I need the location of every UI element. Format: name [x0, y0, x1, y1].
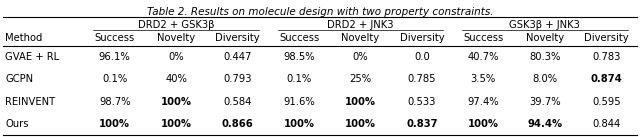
- Text: 0.874: 0.874: [591, 74, 622, 84]
- Text: 80.3%: 80.3%: [529, 52, 561, 62]
- Text: Method: Method: [5, 33, 42, 43]
- Text: 0.0: 0.0: [414, 52, 430, 62]
- Text: 0.1%: 0.1%: [102, 74, 127, 84]
- Text: Diversity: Diversity: [584, 33, 628, 43]
- Text: Novelty: Novelty: [526, 33, 564, 43]
- Text: 100%: 100%: [161, 97, 191, 107]
- Text: Novelty: Novelty: [341, 33, 380, 43]
- Text: 100%: 100%: [345, 119, 376, 129]
- Text: 97.4%: 97.4%: [468, 97, 499, 107]
- Text: 3.5%: 3.5%: [471, 74, 496, 84]
- Text: 0.844: 0.844: [592, 119, 620, 129]
- Text: GSK3β + JNK3: GSK3β + JNK3: [509, 19, 580, 29]
- Text: Success: Success: [279, 33, 319, 43]
- Text: 25%: 25%: [349, 74, 372, 84]
- Text: DRD2 + JNK3: DRD2 + JNK3: [327, 19, 394, 29]
- Text: 0%: 0%: [168, 52, 184, 62]
- Text: 100%: 100%: [284, 119, 314, 129]
- Text: 0%: 0%: [353, 52, 368, 62]
- Text: 0.785: 0.785: [408, 74, 436, 84]
- Text: Ours: Ours: [5, 119, 29, 129]
- Text: 100%: 100%: [161, 119, 191, 129]
- Text: 100%: 100%: [99, 119, 130, 129]
- Text: DRD2 + GSK3β: DRD2 + GSK3β: [138, 19, 214, 29]
- Text: 0.866: 0.866: [221, 119, 253, 129]
- Text: Novelty: Novelty: [157, 33, 195, 43]
- Text: 40.7%: 40.7%: [468, 52, 499, 62]
- Text: 0.1%: 0.1%: [287, 74, 312, 84]
- Text: 39.7%: 39.7%: [529, 97, 561, 107]
- Text: 0.595: 0.595: [592, 97, 621, 107]
- Text: 94.4%: 94.4%: [527, 119, 563, 129]
- Text: 40%: 40%: [165, 74, 187, 84]
- Text: REINVENT: REINVENT: [5, 97, 55, 107]
- Text: 0.793: 0.793: [223, 74, 252, 84]
- Text: 8.0%: 8.0%: [532, 74, 557, 84]
- Text: GVAE + RL: GVAE + RL: [5, 52, 59, 62]
- Text: 91.6%: 91.6%: [283, 97, 315, 107]
- Text: 0.533: 0.533: [408, 97, 436, 107]
- Text: 100%: 100%: [345, 97, 376, 107]
- Text: 0.837: 0.837: [406, 119, 438, 129]
- Text: 98.7%: 98.7%: [99, 97, 131, 107]
- Text: 0.447: 0.447: [223, 52, 252, 62]
- Text: GCPN: GCPN: [5, 74, 33, 84]
- Text: 98.5%: 98.5%: [284, 52, 315, 62]
- Text: 100%: 100%: [468, 119, 499, 129]
- Text: Diversity: Diversity: [399, 33, 444, 43]
- Text: Success: Success: [95, 33, 135, 43]
- Text: 0.584: 0.584: [223, 97, 252, 107]
- Text: Success: Success: [463, 33, 504, 43]
- Text: 96.1%: 96.1%: [99, 52, 131, 62]
- Text: Table 2. Results on molecule design with two property constraints.: Table 2. Results on molecule design with…: [147, 7, 493, 17]
- Text: 0.783: 0.783: [592, 52, 620, 62]
- Text: Diversity: Diversity: [215, 33, 260, 43]
